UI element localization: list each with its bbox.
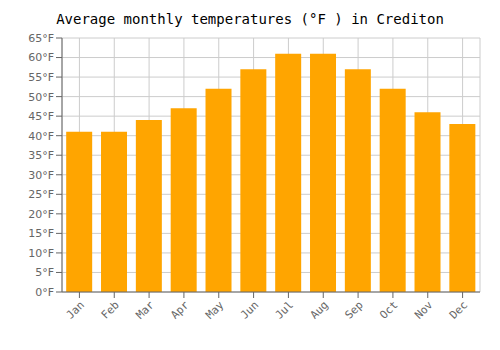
svg-text:Nov: Nov <box>412 298 436 322</box>
svg-text:65°F: 65°F <box>28 32 54 45</box>
svg-text:0°F: 0°F <box>35 286 54 299</box>
svg-text:Feb: Feb <box>99 298 122 321</box>
svg-text:15°F: 15°F <box>28 227 54 240</box>
svg-text:Jun: Jun <box>238 298 261 321</box>
html-text:Average monthly temperatures (: Average monthly temperatures (°F ) in Cr… <box>56 11 444 27</box>
svg-text:10°F: 10°F <box>28 247 54 260</box>
svg-text:Jan: Jan <box>64 298 87 321</box>
svg-text:35°F: 35°F <box>28 149 54 162</box>
svg-text:40°F: 40°F <box>28 130 54 143</box>
svg-text:Aug: Aug <box>308 298 331 321</box>
svg-text:5°F: 5°F <box>35 266 54 279</box>
svg-text:Dec: Dec <box>447 298 470 321</box>
svg-text:Sep: Sep <box>342 298 365 321</box>
svg-text:30°F: 30°F <box>28 169 54 182</box>
svg-text:Oct: Oct <box>377 298 400 321</box>
svg-text:Apr: Apr <box>168 298 192 322</box>
svg-text:50°F: 50°F <box>28 91 54 104</box>
svg-text:45°F: 45°F <box>28 110 54 123</box>
svg-text:20°F: 20°F <box>28 208 54 221</box>
svg-text:25°F: 25°F <box>28 188 54 201</box>
svg-text:55°F: 55°F <box>28 71 54 84</box>
svg-text:May: May <box>203 298 227 322</box>
svg-text:Mar: Mar <box>133 298 157 322</box>
svg-text:Jul: Jul <box>273 298 296 321</box>
svg-text:60°F: 60°F <box>28 51 54 64</box>
